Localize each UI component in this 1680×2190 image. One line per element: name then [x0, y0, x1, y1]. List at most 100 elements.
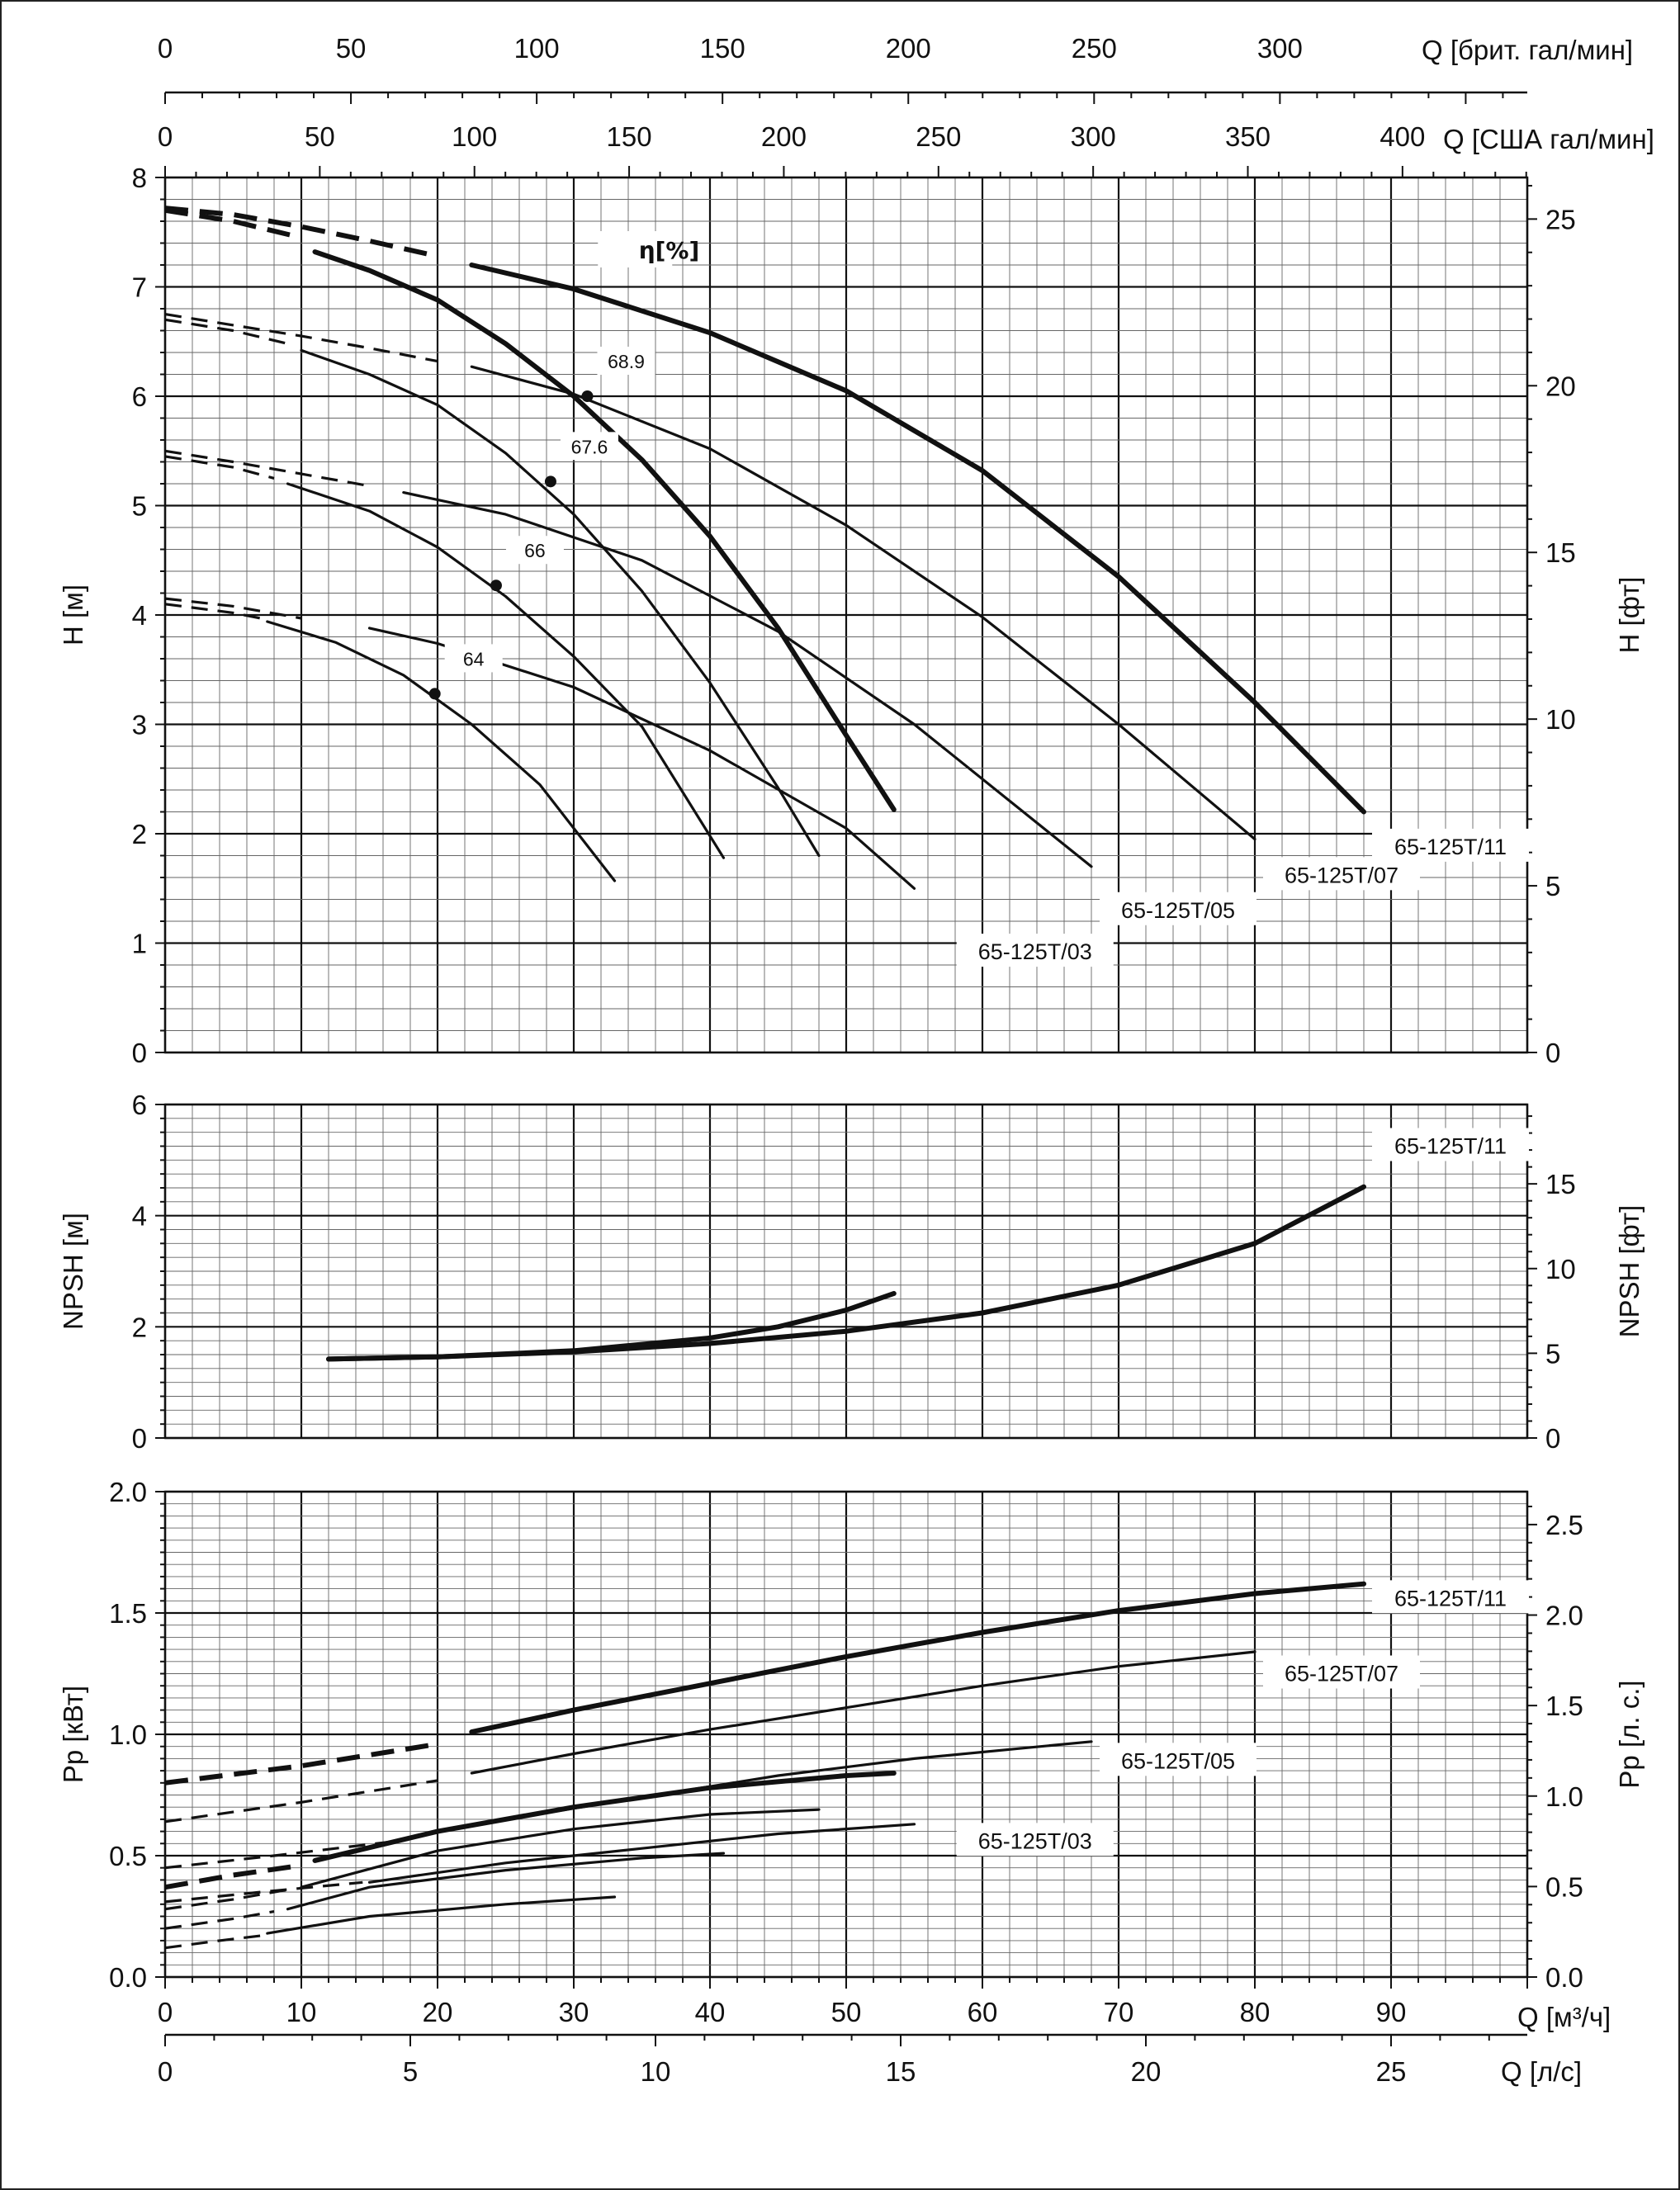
efficiency-label-bg	[597, 347, 655, 375]
tick-label-left-power: 1.0	[109, 1719, 147, 1750]
axis-title-left-head: H [м]	[58, 584, 88, 646]
curve-label-bg	[1263, 1655, 1420, 1689]
tick-label-right-head: 25	[1545, 204, 1576, 234]
efficiency-label-bg	[560, 432, 618, 461]
tick-label-right-npsh: 5	[1545, 1338, 1560, 1369]
series-power-unnamed-4-dashed	[164, 1862, 302, 1890]
tick-label-x-brit: 200	[886, 33, 931, 64]
series-head-65-125T-05-dashed	[164, 449, 370, 488]
efficiency-point	[544, 475, 556, 488]
curve-label-bg	[956, 1823, 1114, 1857]
tick-label-x-usa: 50	[305, 121, 335, 152]
tick-label-right-power: 2.0	[1545, 1601, 1583, 1631]
tick-label-x-usa: 150	[607, 121, 652, 152]
tick-label-left-head: 6	[132, 381, 147, 412]
tick-label-left-npsh: 6	[132, 1090, 147, 1120]
tick-label-x-brit: 50	[336, 33, 367, 64]
tick-label-right-head: 15	[1545, 537, 1576, 568]
curve-label-bg	[1100, 892, 1256, 925]
curve-label-bg	[956, 934, 1114, 967]
efficiency-label-bg	[505, 536, 564, 565]
tick-label-left-npsh: 0	[132, 1423, 147, 1454]
tick-label-x-brit: 150	[700, 33, 745, 64]
tick-label-x-ls: 25	[1376, 2056, 1407, 2087]
series-power-unnamed-6-dashed	[164, 1910, 275, 1930]
tick-label-left-head: 2	[132, 819, 147, 849]
series-head-65-125T-07-dashed	[164, 313, 438, 363]
series-power-unnamed-6-line	[286, 1852, 726, 1911]
tick-label-right-npsh: 10	[1545, 1254, 1576, 1284]
tick-label-x-main: 20	[423, 1997, 453, 2027]
tick-label-right-npsh: 15	[1545, 1169, 1576, 1199]
tick-label-x-brit: 0	[158, 33, 173, 64]
efficiency-title-bg	[598, 231, 673, 267]
series-power-unnamed-7-line	[266, 1895, 617, 1935]
series-power-65-125T-05-dashed	[164, 1839, 397, 1870]
tick-label-x-main: 30	[559, 1997, 589, 2027]
series-head-65-125T-03-line	[367, 627, 916, 890]
axis-title-x-brit: Q [брит. гал/мин]	[1422, 35, 1633, 65]
curve-label-power: 65-125T/07	[1285, 1662, 1398, 1686]
tick-label-x-ls: 15	[886, 2056, 916, 2087]
curve-label-head: 65-125T/11	[1394, 835, 1507, 859]
series-head-unnamed-5-dashed	[164, 318, 288, 345]
series-power-65-125T-03-dashed	[164, 1880, 363, 1904]
tick-label-x-usa: 300	[1071, 121, 1116, 152]
tick-label-left-npsh: 2	[132, 1312, 147, 1342]
efficiency-label: 67.6	[571, 436, 608, 457]
efficiency-label-bg	[444, 644, 503, 673]
series-head-65-125T-11-line	[469, 263, 1366, 815]
axis-title-right-npsh: NPSH [фт]	[1614, 1205, 1645, 1338]
curve-label-bg	[1372, 1580, 1529, 1614]
curve-label-head: 65-125T/07	[1285, 863, 1398, 887]
tick-label-left-power: 0.0	[109, 1962, 147, 1993]
tick-label-right-head: 20	[1545, 371, 1576, 401]
tick-label-left-head: 1	[132, 929, 147, 959]
tick-label-left-head: 0	[132, 1038, 147, 1068]
tick-label-x-ls: 5	[403, 2056, 418, 2087]
tick-label-left-power: 2.0	[109, 1477, 147, 1507]
tick-label-right-head: 5	[1545, 871, 1560, 901]
tick-label-x-usa: 350	[1225, 121, 1271, 152]
series-head-65-125T-03-dashed	[164, 597, 302, 620]
tick-label-x-ls: 20	[1131, 2056, 1162, 2087]
tick-label-right-head: 10	[1545, 704, 1576, 735]
efficiency-label: 66	[524, 540, 546, 561]
efficiency-point	[490, 579, 502, 592]
tick-label-x-ls: 0	[158, 2056, 173, 2087]
series-head-unnamed-7-dashed	[164, 603, 261, 620]
tick-label-x-main: 90	[1376, 1997, 1407, 2027]
efficiency-label: 68.9	[608, 351, 645, 372]
series-power-unnamed-5-dashed	[164, 1888, 288, 1911]
axis-title-right-head: H [фт]	[1614, 577, 1645, 654]
tick-label-right-power: 2.5	[1545, 1510, 1583, 1540]
tick-label-x-main: 70	[1104, 1997, 1134, 2027]
tick-label-left-power: 1.5	[109, 1598, 147, 1629]
series-head-unnamed-6-dashed	[164, 455, 275, 480]
tick-label-x-brit: 300	[1257, 33, 1303, 64]
tick-label-left-head: 5	[132, 491, 147, 522]
axis-title-x-main: Q [м³/ч]	[1517, 2002, 1611, 2032]
tick-label-x-brit: 250	[1072, 33, 1117, 64]
series-power-65-125T-07-line	[470, 1650, 1256, 1775]
series-power-65-125T-11-dashed	[164, 1741, 438, 1786]
curve-label-bg	[1372, 828, 1529, 862]
labels-layer: 65-125T/11 65-125T/07 65-125T/05 65-125T/03…	[428, 231, 1529, 1857]
series-power-unnamed-4-line	[312, 1771, 897, 1863]
tick-label-x-usa: 250	[916, 121, 961, 152]
axis-title-right-power: Pp [л. с.]	[1614, 1680, 1645, 1788]
tick-label-right-head: 0	[1545, 1038, 1560, 1068]
curve-label-bg	[1263, 857, 1420, 891]
tick-label-x-main: 80	[1240, 1997, 1271, 2027]
curve-label-bg	[1100, 1743, 1256, 1776]
series-power-65-125T-03-line	[367, 1823, 916, 1884]
curve-label-power: 65-125T/05	[1121, 1748, 1235, 1773]
efficiency-point	[581, 390, 594, 402]
tick-label-x-main: 10	[286, 1997, 317, 2027]
series-head-unnamed-4-dashed	[164, 207, 302, 240]
curve-label-head: 65-125T/05	[1121, 898, 1235, 923]
series-npsh-unnamed-1-line	[326, 1290, 897, 1362]
tick-label-right-power: 1.0	[1545, 1781, 1583, 1812]
series-power-65-125T-07-dashed	[164, 1779, 438, 1823]
